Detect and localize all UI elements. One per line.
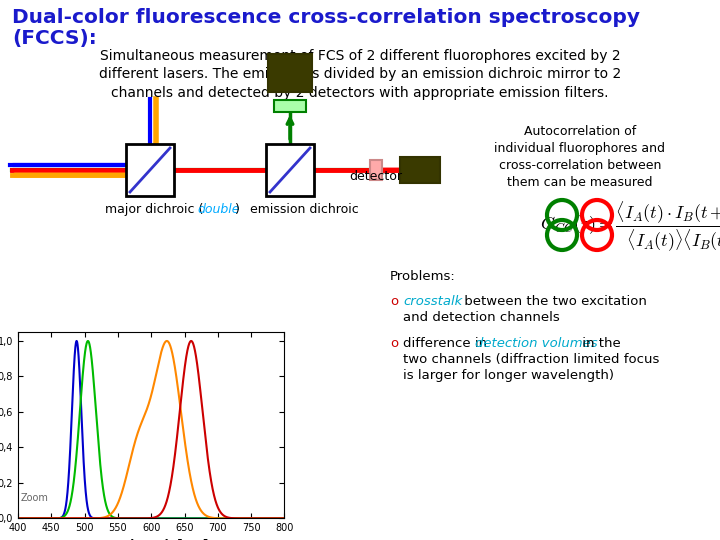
Bar: [268, 54, 312, 92]
Text: Autocorrelation of
individual fluorophores and
cross-correlation between
them ca: Autocorrelation of individual fluorophor…: [495, 125, 665, 189]
Text: detector: detector: [349, 170, 402, 183]
Text: and detection channels: and detection channels: [403, 311, 559, 324]
Text: o: o: [390, 295, 398, 308]
Bar: [274, 100, 306, 112]
Text: difference in: difference in: [403, 337, 491, 350]
Text: o: o: [390, 337, 398, 350]
Bar: [400, 157, 440, 183]
Text: double: double: [197, 203, 240, 216]
Text: (FCCS):: (FCCS):: [12, 29, 96, 48]
Text: Problems:: Problems:: [390, 270, 456, 283]
Text: detection volumes: detection volumes: [475, 337, 598, 350]
Bar: [126, 144, 174, 196]
Text: Simultaneous measurement of FCS of 2 different fluorophores excited by 2
differe: Simultaneous measurement of FCS of 2 dif…: [99, 49, 621, 100]
Text: between the two excitation: between the two excitation: [460, 295, 647, 308]
Text: Dual-color fluorescence cross-correlation spectroscopy: Dual-color fluorescence cross-correlatio…: [12, 8, 640, 27]
Text: is larger for longer wavelength): is larger for longer wavelength): [403, 369, 614, 382]
Text: two channels (diffraction limited focus: two channels (diffraction limited focus: [403, 353, 660, 366]
X-axis label: Wavelength [nm]: Wavelength [nm]: [94, 539, 208, 540]
Text: emission dichroic: emission dichroic: [250, 203, 359, 216]
Text: ): ): [235, 203, 240, 216]
Text: $G_{CC}(\tau) = \dfrac{\langle I_A(t) \cdot I_B(t+\tau)\rangle}{\langle I_A(t)\r: $G_{CC}(\tau) = \dfrac{\langle I_A(t) \c…: [540, 200, 720, 254]
Text: Zoom: Zoom: [21, 494, 48, 503]
Text: major dichroic (: major dichroic (: [105, 203, 203, 216]
Bar: [266, 144, 314, 196]
Bar: [370, 160, 382, 180]
Text: crosstalk: crosstalk: [403, 295, 462, 308]
Text: in the: in the: [578, 337, 621, 350]
